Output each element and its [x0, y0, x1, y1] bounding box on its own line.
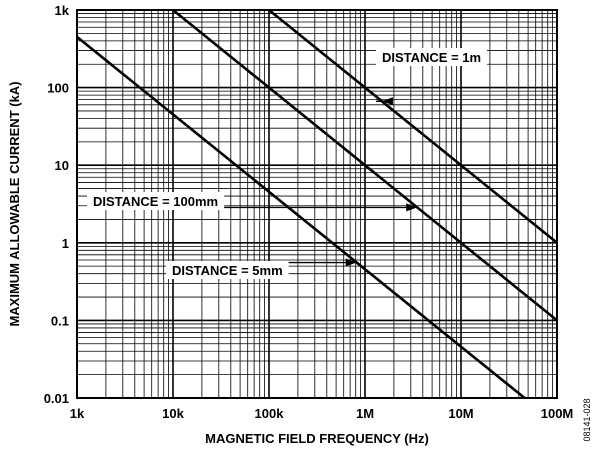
x-tick-label: 1M: [356, 406, 374, 421]
arrowhead: [381, 97, 393, 106]
annotation-2: DISTANCE = 5mm: [166, 258, 357, 279]
x-tick-label: 100k: [255, 406, 285, 421]
annotation-label: DISTANCE = 1m: [382, 50, 481, 65]
y-tick-labels: 0.01 0.1 1 10 100 1k: [44, 3, 70, 406]
x-axis-title: MAGNETIC FIELD FREQUENCY (Hz): [205, 431, 429, 446]
y-tick-label: 100: [47, 81, 69, 96]
series-lines: [76, 8, 558, 400]
x-tick-labels: 1k 10k 100k 1M 10M 100M: [70, 406, 574, 421]
arrowhead: [406, 203, 418, 212]
annotation-0: DISTANCE = 1m: [376, 48, 488, 106]
y-tick-label: 1k: [55, 3, 70, 18]
plot-frame: [76, 9, 558, 399]
annotation-1: DISTANCE = 100mm: [87, 192, 418, 212]
x-tick-label: 10M: [448, 406, 473, 421]
y-tick-label: 0.01: [44, 391, 69, 406]
y-tick-label: 10: [55, 158, 69, 173]
annotation-bg: [376, 48, 488, 66]
minor-grid: [77, 10, 557, 398]
annotation-bg: [166, 261, 289, 279]
y-tick-label: 0.1: [51, 313, 69, 328]
series-line-2: [76, 35, 526, 400]
arrowhead: [345, 258, 357, 267]
annotation-label: DISTANCE = 5mm: [172, 263, 283, 278]
annotation-label: DISTANCE = 100mm: [93, 194, 218, 209]
x-tick-label: 100M: [541, 406, 574, 421]
x-tick-label: 1k: [70, 406, 85, 421]
y-tick-label: 1: [62, 236, 69, 251]
figure-id: 08141-028: [582, 398, 592, 441]
series-line-1: [172, 8, 558, 322]
annotations: DISTANCE = 1m DISTANCE = 100mm DISTANCE = …: [87, 48, 488, 279]
series-line-0: [268, 8, 558, 244]
annotation-bg: [87, 192, 225, 210]
y-axis-title: MAXIMUM ALLOWABLE CURRENT (kA): [7, 81, 22, 326]
x-tick-label: 10k: [162, 406, 184, 421]
